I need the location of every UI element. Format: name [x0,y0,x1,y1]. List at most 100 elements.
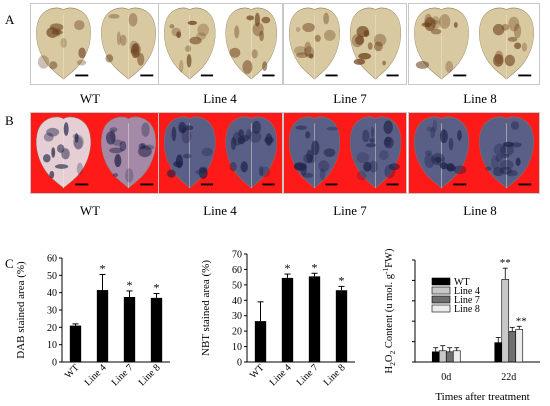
stain-spot [248,130,262,143]
stain-spot [383,120,393,135]
photo-label-wt: WT [79,91,101,106]
stain-spot [439,162,449,170]
stain-spot [446,164,456,172]
stain-spot [384,164,396,179]
y-axis-label-part: -1 [381,268,390,274]
y-tick-label: 40 [232,296,242,307]
y-tick-label: 30 [232,311,242,322]
y-tick-label: 30 [47,306,57,317]
stain-spot [140,143,146,149]
leaf-pair-image [288,7,402,80]
stain-spot [370,126,375,138]
bar [308,276,321,362]
bar [431,351,440,363]
panel-c-letter: C [5,256,14,271]
stain-spot [296,52,309,58]
stain-spot [167,169,176,178]
leaf-photo-pair [408,112,540,194]
stain-spot [499,144,514,156]
leaf [479,116,534,189]
stain-spot [353,58,366,65]
stain-spot [501,23,510,31]
stain-spot [439,14,451,29]
bar [150,297,163,362]
y-tick-label: 0 [52,358,57,369]
stain-spot [457,130,462,141]
stain-spot [60,37,68,48]
bar [69,325,82,362]
stain-spot [434,156,442,163]
leaf-pair-image [164,7,277,80]
photo-label-line-4: Line 4 [203,91,237,106]
stain-spot [294,162,303,170]
stain-spot [251,49,258,59]
stain-spot [499,166,513,175]
leaf [479,7,534,80]
significance-mark: * [127,278,133,292]
stain-spot [324,29,336,41]
legend-label: Line 7 [454,295,480,306]
leaf-photo-pair [158,3,283,85]
stain-spot [514,42,522,50]
stain-spot [78,47,86,59]
stain-spot [61,148,70,160]
leaf [164,116,216,189]
stain-spot [431,16,441,30]
stain-spot [430,28,442,35]
leaf-pair-image [414,116,534,189]
stain-spot [485,166,492,171]
stain-spot [242,60,253,74]
stain-spot [234,25,240,39]
x-tick-label: Line 8 [137,362,163,388]
stain-spot [383,136,394,149]
significance-mark: ** [516,315,527,327]
leaf [36,116,91,189]
bar [452,350,461,363]
leaf-photo-pair [30,3,162,85]
stain-spot [309,154,316,164]
stain-spot [74,132,79,144]
leaf-photo-pair [408,3,540,85]
y-axis-label-part: FW) [384,248,395,268]
stain-spot [197,23,210,37]
legend-swatch [431,304,451,313]
y-axis-label-part: H [384,365,395,373]
stain-spot [258,165,264,177]
stain-spot [513,23,522,39]
stain-spot [171,27,181,37]
stain-spot [261,16,271,24]
stain-spot [169,24,175,29]
stain-spot [178,121,187,134]
nbt-area-chart: 0 10 20 30 40 50 60 70 WT * Line 4 * Line 7 * Line 8 NB… [200,250,355,388]
stain-spot [76,162,84,175]
stain-spot [178,59,184,73]
stain-spot [507,36,518,42]
photo-label-line-8: Line 8 [463,203,497,218]
stain-spot [295,27,301,32]
leaf [349,7,402,80]
photo-label-line-7: Line 7 [333,203,367,218]
x-tick-label: Line 7 [295,362,321,388]
legend-label: WT [454,277,470,288]
bar [515,329,524,363]
stain-spot [230,137,237,151]
y-tick-label: 60 [232,265,242,276]
stain-spot [368,160,378,173]
stain-spot [138,145,152,158]
stain-spot [186,53,192,68]
leaf-pair-image [164,116,277,189]
stain-spot [306,149,314,164]
stain-spot [51,29,63,35]
stain-spot [363,161,372,172]
x-tick-label: Line 7 [110,362,136,388]
stain-spot [493,143,506,156]
bar [501,279,510,363]
leaf [349,116,402,189]
significance-mark: * [100,261,106,275]
stain-spot [184,125,194,131]
stain-spot [198,167,208,179]
stain-spot [373,41,383,52]
bar [254,321,267,362]
photo-label-line-8: Line 8 [463,91,497,106]
stain-spot [54,164,69,169]
